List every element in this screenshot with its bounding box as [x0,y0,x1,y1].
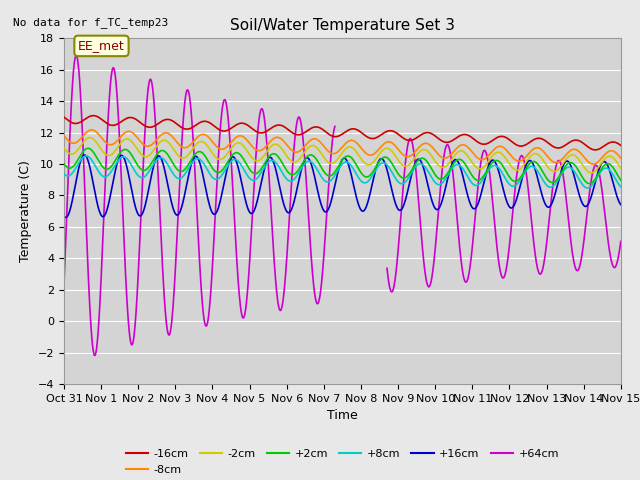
X-axis label: Time: Time [327,409,358,422]
Text: No data for f_TC_temp23: No data for f_TC_temp23 [13,17,168,28]
Text: EE_met: EE_met [78,39,125,52]
Y-axis label: Temperature (C): Temperature (C) [19,160,32,262]
Legend: -16cm, -8cm, -2cm, +2cm, +8cm, +16cm, +64cm: -16cm, -8cm, -2cm, +2cm, +8cm, +16cm, +6… [122,445,563,480]
Title: Soil/Water Temperature Set 3: Soil/Water Temperature Set 3 [230,18,455,33]
